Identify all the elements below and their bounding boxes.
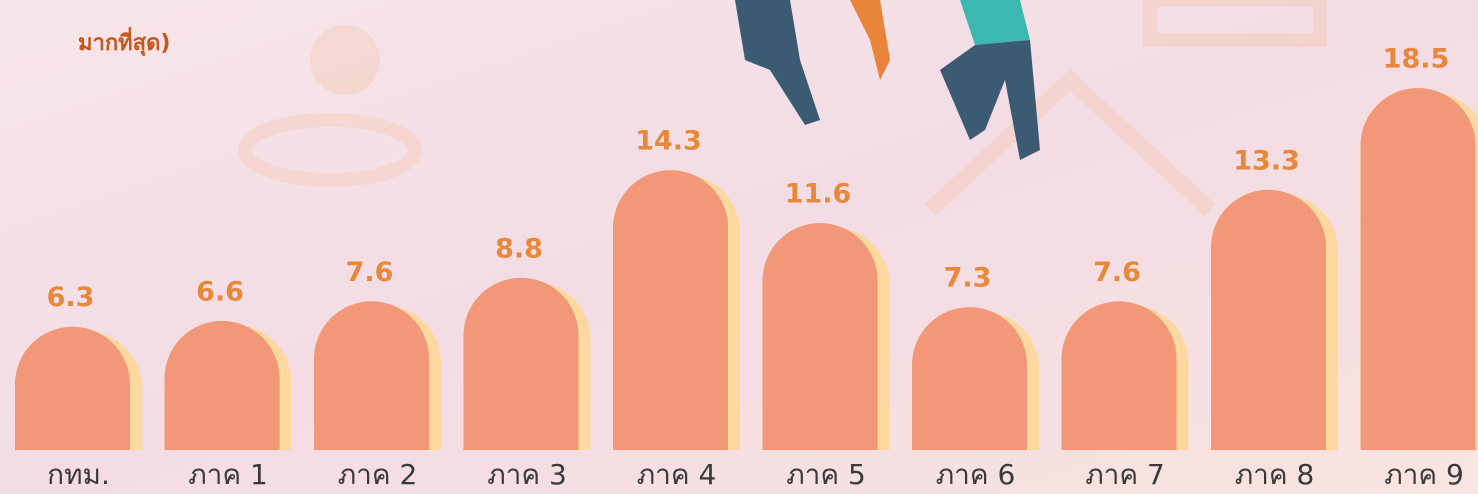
bar (464, 278, 579, 450)
x-tick-label: ภาค 8 (1235, 458, 1315, 491)
value-label: 6.3 (47, 282, 95, 313)
x-tick-label: ภาค 7 (1085, 458, 1165, 491)
bar (15, 327, 130, 450)
x-tick-label: ภาค 4 (637, 458, 717, 491)
x-tick-label: กทม. (47, 458, 110, 491)
value-label: 13.3 (1233, 145, 1300, 176)
bar (1361, 88, 1476, 450)
bar (314, 301, 429, 450)
bar (1062, 301, 1177, 450)
bar (912, 307, 1027, 450)
bar (763, 223, 878, 450)
value-label: 14.3 (635, 126, 702, 157)
value-label: 18.5 (1383, 44, 1450, 75)
value-label: 7.6 (346, 257, 394, 288)
x-tick-label: ภาค 3 (487, 458, 567, 491)
value-label: 7.6 (1093, 257, 1141, 288)
chart: มากที่สุด) 6.3 กทม. 6.6 ภาค 1 7.6 ภาค 2 8.8 ภาค… (0, 0, 1478, 494)
x-tick-label: ภาค 1 (188, 458, 268, 491)
value-label: 8.8 (495, 233, 543, 264)
subtitle: มากที่สุด) (78, 26, 170, 57)
x-tick-label: ภาค 9 (1384, 458, 1464, 491)
value-label: 7.3 (944, 263, 992, 294)
value-label: 6.6 (196, 276, 244, 307)
x-tick-label: ภาค 6 (936, 458, 1016, 491)
bar (613, 170, 728, 450)
value-label: 11.6 (785, 179, 852, 210)
x-tick-label: ภาค 2 (338, 458, 418, 491)
bar (165, 321, 280, 450)
bar (1211, 190, 1326, 450)
x-tick-label: ภาค 5 (786, 458, 866, 491)
